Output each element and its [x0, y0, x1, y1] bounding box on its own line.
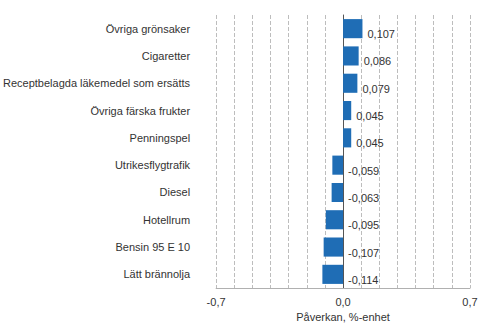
- svg-text:Cigaretter: Cigaretter: [142, 50, 191, 62]
- svg-text:-0,095: -0,095: [348, 219, 379, 231]
- svg-text:Diesel: Diesel: [160, 186, 191, 198]
- svg-text:Bensin 95 E 10: Bensin 95 E 10: [115, 241, 190, 253]
- svg-text:Övriga grönsaker: Övriga grönsaker: [106, 23, 191, 35]
- svg-text:0,045: 0,045: [356, 137, 384, 149]
- svg-text:0,7: 0,7: [462, 296, 477, 308]
- svg-text:Hotellrum: Hotellrum: [143, 214, 190, 226]
- svg-text:Lätt brännolja: Lätt brännolja: [123, 268, 191, 280]
- svg-text:-0,114: -0,114: [348, 274, 378, 286]
- svg-text:Påverkan, %-enhet: Påverkan, %-enhet: [296, 311, 390, 323]
- svg-text:-0,7: -0,7: [207, 296, 226, 308]
- svg-text:0,045: 0,045: [356, 110, 384, 122]
- svg-text:0,0: 0,0: [335, 296, 350, 308]
- svg-text:0,079: 0,079: [362, 83, 390, 95]
- svg-text:-0,059: -0,059: [348, 165, 379, 177]
- svg-text:Penningspel: Penningspel: [130, 132, 191, 144]
- svg-text:0,107: 0,107: [367, 28, 395, 40]
- svg-text:Utrikesflygtrafik: Utrikesflygtrafik: [115, 159, 191, 171]
- svg-text:-0,107: -0,107: [348, 247, 379, 259]
- svg-text:-0,063: -0,063: [348, 192, 379, 204]
- svg-text:Övriga färska frukter: Övriga färska frukter: [90, 105, 190, 117]
- svg-text:Receptbelagda läkemedel som er: Receptbelagda läkemedel som ersätts: [3, 77, 191, 89]
- svg-text:0,086: 0,086: [364, 55, 392, 67]
